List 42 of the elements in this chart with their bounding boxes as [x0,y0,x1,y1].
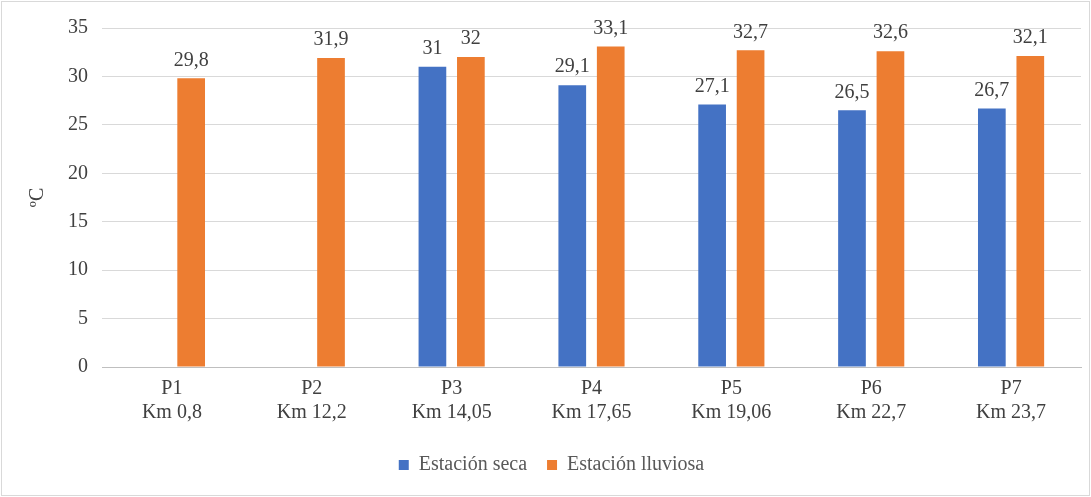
y-tick-label: 35 [68,15,88,38]
data-label: 29,8 [173,47,209,70]
x-tick-label: P4 Km 17,65 [551,376,632,423]
data-label: 31,9 [313,27,349,50]
y-axis-title: ºC [25,187,48,208]
y-tick-label: 10 [68,257,88,280]
x-tick-label: P2 Km 12,2 [276,376,347,423]
y-tick-label: 0 [78,354,88,377]
bar [736,50,765,367]
x-tick-label: P3 Km 14,05 [411,376,492,423]
bar [876,51,905,367]
y-tick-label: 20 [68,160,88,183]
bar [457,57,485,367]
bar [418,66,447,367]
data-label: 29,1 [554,54,590,77]
y-tick-label: 15 [68,208,88,231]
bar [317,58,345,367]
bar [978,108,1006,367]
bar [596,46,625,367]
data-label: 33,1 [593,15,629,38]
data-label: 27,1 [694,73,730,96]
data-label: 31 [422,35,443,58]
x-tick-label: P6 Km 22,7 [836,376,907,423]
legend-label: Estación lluviosa [567,452,705,475]
data-label: 32,1 [1012,25,1048,48]
y-tick-label: 30 [68,63,88,86]
legend-label: Estación seca [418,452,528,475]
bar [177,78,206,367]
y-tick-label: 5 [78,305,88,328]
bar [1016,56,1045,367]
y-tick-label: 25 [68,112,88,135]
data-label: 32,7 [733,19,769,42]
bar [558,85,587,367]
data-label: 32,6 [872,20,908,43]
bar [698,104,726,367]
x-tick-label: P1 Km 0,8 [141,376,202,423]
x-tick-label: P5 Km 19,06 [691,376,772,423]
data-label: 26,5 [834,79,870,102]
bar [838,110,866,367]
x-tick-label: P7 Km 23,7 [976,376,1047,423]
data-label: 26,7 [974,77,1010,100]
data-label: 32 [460,26,481,49]
